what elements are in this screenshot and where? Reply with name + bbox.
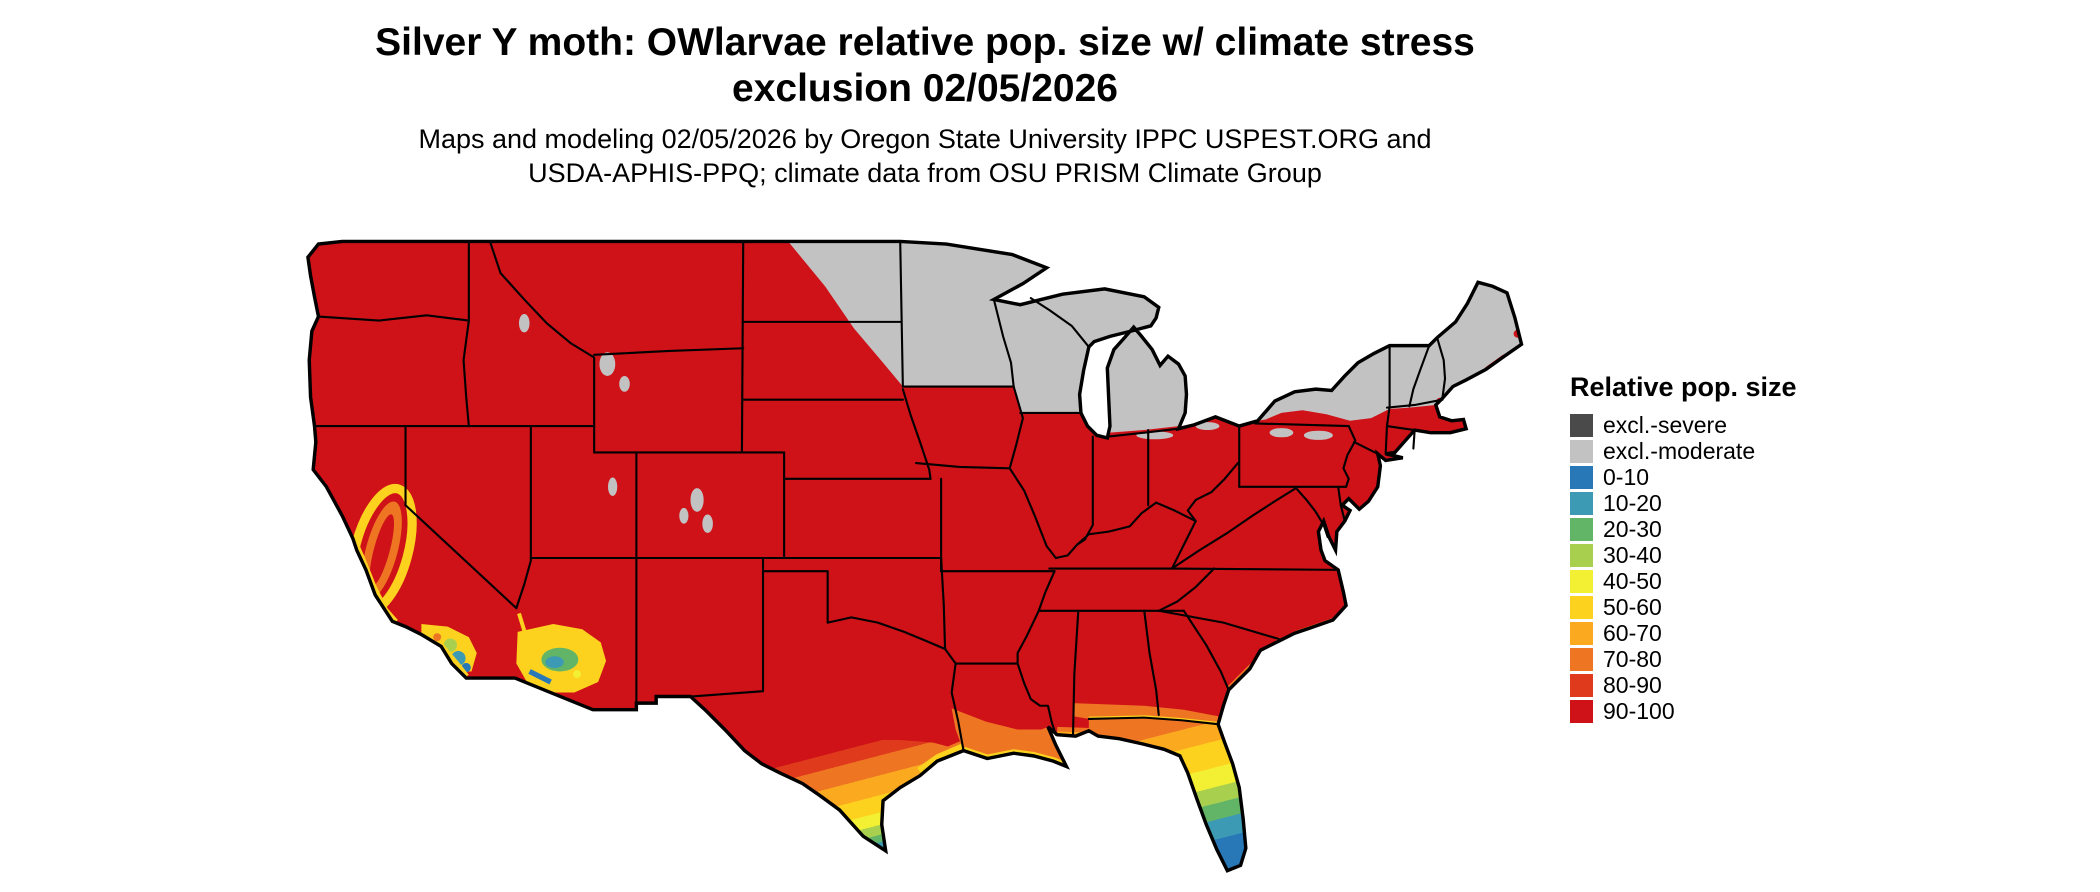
legend-label: 50-60 <box>1603 594 1662 620</box>
map-subtitle: Maps and modeling 02/05/2026 by Oregon S… <box>310 122 1540 190</box>
legend-label: 0-10 <box>1603 464 1650 490</box>
excl-moderate-midwest <box>788 241 1159 413</box>
title-line-2: exclusion 02/05/2026 <box>732 67 1118 110</box>
excl-moderate-michigan <box>1107 327 1187 433</box>
legend-label: 40-50 <box>1603 568 1662 594</box>
legend-swatch <box>1570 570 1593 593</box>
legend-swatch <box>1570 544 1593 567</box>
legend-label: 80-90 <box>1603 672 1662 698</box>
legend-item: excl.-severe <box>1570 412 1900 438</box>
legend-swatch <box>1570 648 1593 671</box>
legend-swatch <box>1570 492 1593 515</box>
legend-swatch <box>1570 518 1593 541</box>
legend-swatch <box>1570 414 1593 437</box>
legend-item: 80-90 <box>1570 672 1900 698</box>
us-map-svg <box>306 239 1524 873</box>
legend-item: 50-60 <box>1570 594 1900 620</box>
legend-swatch <box>1570 700 1593 723</box>
legend-swatch <box>1570 466 1593 489</box>
legend-swatch <box>1570 674 1593 697</box>
legend-label: 10-20 <box>1603 490 1662 516</box>
legend-label: 70-80 <box>1603 646 1662 672</box>
legend-label: 90-100 <box>1603 698 1675 724</box>
legend-label: excl.-severe <box>1603 412 1727 438</box>
legend-item: 30-40 <box>1570 542 1900 568</box>
us-map <box>300 228 1540 888</box>
page-title: Silver Y moth: OWlarvae relative pop. si… <box>310 20 1540 112</box>
legend-item: 10-20 <box>1570 490 1900 516</box>
legend-swatch <box>1570 596 1593 619</box>
subtitle-line-2: USDA-APHIS-PPQ; climate data from OSU PR… <box>528 158 1322 188</box>
legend-item: 40-50 <box>1570 568 1900 594</box>
legend-item: excl.-moderate <box>1570 438 1900 464</box>
florida-bands <box>1088 717 1246 871</box>
legend-label: excl.-moderate <box>1603 438 1756 464</box>
legend-swatch <box>1570 622 1593 645</box>
legend-label: 60-70 <box>1603 620 1662 646</box>
legend-label: 30-40 <box>1603 542 1662 568</box>
legend-item: 20-30 <box>1570 516 1900 542</box>
south-louisiana-band <box>951 708 1067 767</box>
legend-title: Relative pop. size <box>1570 372 1797 402</box>
legend-swatch <box>1570 440 1593 463</box>
map-legend: Relative pop. size excl.-severe excl.-mo… <box>1570 372 1900 725</box>
legend-label: 20-30 <box>1603 516 1662 542</box>
title-line-1: Silver Y moth: OWlarvae relative pop. si… <box>375 21 1475 64</box>
subtitle-line-1: Maps and modeling 02/05/2026 by Oregon S… <box>418 124 1432 154</box>
legend-item: 60-70 <box>1570 620 1900 646</box>
legend-item: 0-10 <box>1570 464 1900 490</box>
legend-item: 90-100 <box>1570 698 1900 724</box>
legend-item: 70-80 <box>1570 646 1900 672</box>
south-texas-bands <box>748 740 964 851</box>
